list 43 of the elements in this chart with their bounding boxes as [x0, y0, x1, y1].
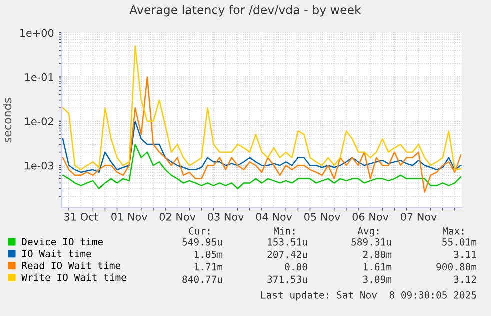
text: Min: — [274, 227, 295, 235]
line-series — [62, 144, 462, 190]
y-tick-label: 1e-02 — [25, 118, 54, 126]
x-tick-label: 31 Oct — [64, 213, 98, 221]
x-tick-label: 06 Nov — [352, 213, 389, 221]
line-series — [62, 120, 462, 174]
y-tick-label: 1e-01 — [25, 73, 54, 82]
line-series — [62, 46, 462, 171]
text: 840.77u — [182, 276, 222, 284]
legend-label: Device IO time — [22, 238, 103, 246]
text: 3.12 — [454, 276, 476, 284]
text: 153.51u — [268, 238, 308, 246]
line-series — [62, 76, 462, 193]
legend-label: IO Wait time — [22, 250, 92, 258]
x-tick-label: 01 Nov — [112, 213, 148, 221]
text: 207.42u — [268, 250, 308, 258]
text: Cur: — [189, 227, 210, 235]
legend-label: Write IO Wait time — [22, 274, 126, 282]
text: 1.61m — [364, 263, 392, 271]
text: 1.05m — [194, 250, 223, 258]
chart-title: Average latency for /dev/vda - by week — [130, 5, 362, 17]
text: 3.11 — [454, 250, 476, 258]
x-tick-label: 07 Nov — [401, 213, 437, 221]
x-tick-label: 02 Nov — [160, 213, 196, 221]
text: 549.95u — [182, 238, 222, 246]
text: 55.01m — [442, 238, 477, 246]
text: 900.80m — [436, 263, 477, 271]
text: Last update: Sat Nov 8 09:30:05 2025 — [261, 291, 476, 301]
text: Max: — [442, 228, 464, 235]
text: 371.53u — [268, 276, 308, 284]
x-tick-label: 05 Nov — [304, 213, 340, 221]
y-tick-label: 1e+00 — [20, 29, 54, 38]
x-tick-label: 04 Nov — [256, 213, 292, 221]
text: Avg: — [358, 228, 379, 237]
x-tick-label: 03 Nov — [208, 213, 244, 221]
y-axis-title: seconds — [3, 98, 12, 143]
text: 0.00 — [285, 263, 308, 271]
text: 589.31u — [352, 238, 392, 246]
y-tick-label: 1e-03 — [25, 162, 54, 170]
text: 3.09m — [363, 276, 392, 284]
text: 1.71m — [194, 263, 223, 271]
legend-label: Read IO Wait time — [22, 262, 121, 270]
text: 2.80m — [363, 250, 392, 258]
